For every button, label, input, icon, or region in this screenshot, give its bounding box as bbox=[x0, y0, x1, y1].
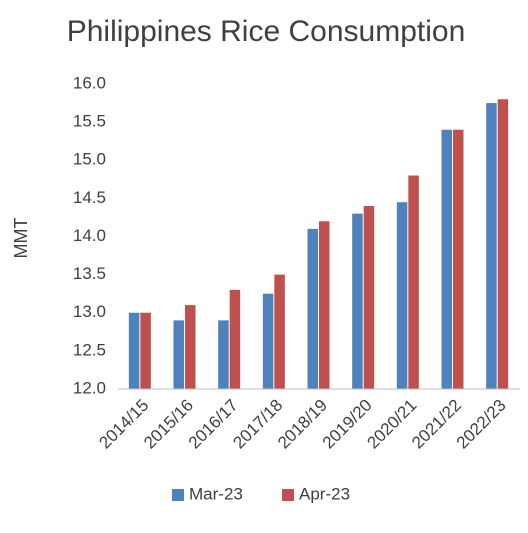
bar bbox=[453, 129, 464, 389]
bar bbox=[262, 293, 274, 389]
bar bbox=[497, 99, 509, 389]
bar bbox=[319, 221, 330, 389]
chart-title: Philippines Rice Consumption bbox=[67, 15, 466, 48]
bar bbox=[352, 213, 363, 389]
legend-swatch bbox=[172, 489, 184, 501]
bar bbox=[363, 206, 375, 389]
y-axis-label: MMT bbox=[11, 218, 31, 259]
bar bbox=[185, 305, 196, 389]
bar bbox=[218, 320, 229, 389]
y-tick-label: 15.5 bbox=[73, 112, 106, 131]
bar bbox=[486, 103, 497, 389]
y-tick-label: 13.0 bbox=[73, 302, 106, 321]
bar bbox=[173, 320, 184, 389]
bar bbox=[408, 175, 419, 389]
bar bbox=[307, 228, 318, 389]
bar bbox=[396, 202, 408, 389]
y-tick-label: 14.0 bbox=[73, 226, 106, 245]
bar bbox=[274, 274, 285, 389]
bar bbox=[128, 312, 140, 389]
x-tick-label: 2022/23 bbox=[453, 396, 510, 453]
bar bbox=[441, 129, 452, 389]
y-tick-label: 16.0 bbox=[73, 73, 106, 92]
y-tick-label: 12.5 bbox=[73, 340, 106, 359]
y-tick-label: 14.5 bbox=[73, 188, 106, 207]
legend-swatch bbox=[282, 489, 294, 501]
y-tick-label: 15.0 bbox=[73, 150, 106, 169]
y-tick-label: 12.0 bbox=[73, 378, 106, 397]
y-tick-label: 13.5 bbox=[73, 264, 106, 283]
bar bbox=[140, 312, 151, 389]
legend-label: Mar-23 bbox=[189, 484, 243, 503]
bar bbox=[229, 289, 241, 389]
legend-label: Apr-23 bbox=[299, 484, 350, 503]
